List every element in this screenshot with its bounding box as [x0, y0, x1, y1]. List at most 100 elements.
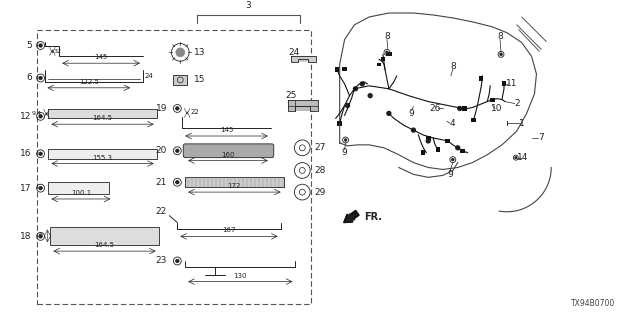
- Text: 3: 3: [245, 1, 251, 10]
- Text: 24: 24: [289, 48, 300, 57]
- Bar: [381, 57, 385, 61]
- Circle shape: [39, 235, 42, 238]
- Text: 14: 14: [517, 153, 529, 162]
- Text: 8: 8: [384, 32, 390, 41]
- Circle shape: [360, 82, 364, 86]
- Text: 22: 22: [156, 207, 166, 216]
- Circle shape: [39, 115, 42, 118]
- Text: 32: 32: [53, 49, 61, 54]
- Text: 24: 24: [145, 73, 154, 79]
- Bar: [502, 81, 506, 86]
- Bar: [291, 56, 316, 62]
- Circle shape: [451, 158, 454, 161]
- Bar: [287, 100, 318, 111]
- Bar: [460, 149, 465, 153]
- Text: 25: 25: [285, 91, 297, 100]
- Bar: [479, 76, 483, 81]
- Text: 20: 20: [155, 146, 166, 155]
- Bar: [173, 75, 187, 85]
- Bar: [436, 147, 440, 152]
- Text: 145: 145: [95, 54, 108, 60]
- Circle shape: [176, 48, 185, 57]
- Text: 16: 16: [20, 149, 32, 158]
- Text: 4: 4: [450, 119, 456, 128]
- Text: 18: 18: [20, 232, 32, 241]
- Bar: [49, 109, 157, 118]
- Circle shape: [500, 53, 502, 56]
- Text: 11: 11: [506, 79, 518, 88]
- Bar: [421, 150, 425, 155]
- Text: 122.5: 122.5: [79, 79, 99, 85]
- Circle shape: [385, 51, 388, 54]
- Text: 10: 10: [492, 104, 503, 113]
- Bar: [342, 67, 347, 71]
- Bar: [426, 136, 431, 140]
- Text: 19: 19: [156, 104, 168, 113]
- Text: 164.5: 164.5: [95, 242, 115, 248]
- Text: 12: 12: [20, 112, 32, 121]
- FancyBboxPatch shape: [183, 144, 274, 158]
- Text: TX94B0700: TX94B0700: [571, 299, 615, 308]
- Bar: [471, 118, 476, 122]
- Bar: [335, 67, 339, 72]
- Text: 160: 160: [221, 152, 235, 158]
- Bar: [36, 30, 310, 304]
- Text: 6: 6: [26, 74, 32, 83]
- Circle shape: [39, 44, 42, 47]
- Circle shape: [39, 152, 42, 156]
- Circle shape: [353, 87, 357, 91]
- Text: 155.3: 155.3: [93, 155, 113, 161]
- Bar: [462, 106, 467, 111]
- Text: 145: 145: [220, 127, 233, 133]
- Text: 2: 2: [514, 99, 520, 108]
- Circle shape: [515, 156, 517, 159]
- Circle shape: [39, 76, 42, 80]
- Bar: [490, 98, 495, 101]
- Text: 1: 1: [519, 119, 525, 128]
- Circle shape: [426, 139, 430, 143]
- Text: 5: 5: [26, 41, 32, 50]
- Bar: [386, 52, 392, 56]
- Circle shape: [368, 94, 372, 98]
- Text: 100.1: 100.1: [71, 190, 91, 196]
- Circle shape: [175, 180, 179, 184]
- Text: 29: 29: [314, 188, 326, 196]
- Bar: [445, 139, 451, 143]
- Circle shape: [412, 128, 415, 132]
- Bar: [337, 121, 342, 126]
- Text: 8: 8: [497, 32, 503, 41]
- Text: 26: 26: [429, 104, 441, 113]
- Text: 22: 22: [190, 109, 199, 116]
- Text: 167: 167: [222, 228, 236, 233]
- Circle shape: [458, 107, 461, 110]
- Text: 21: 21: [155, 178, 166, 187]
- Circle shape: [456, 146, 460, 150]
- Text: 9: 9: [38, 233, 42, 238]
- Text: 7: 7: [538, 133, 544, 142]
- Text: 23: 23: [155, 256, 166, 266]
- Text: 172: 172: [228, 183, 241, 189]
- Circle shape: [346, 104, 349, 108]
- Text: 9: 9: [447, 170, 452, 179]
- Bar: [49, 149, 157, 159]
- Text: 15: 15: [194, 76, 205, 84]
- Text: 13: 13: [194, 48, 205, 57]
- Text: 17: 17: [20, 184, 32, 193]
- Text: 9: 9: [342, 148, 348, 157]
- FancyArrow shape: [344, 210, 359, 223]
- Text: 27: 27: [314, 143, 326, 152]
- Bar: [185, 177, 284, 187]
- Text: 9.4: 9.4: [31, 111, 42, 116]
- Circle shape: [344, 139, 347, 141]
- Circle shape: [175, 149, 179, 153]
- Circle shape: [39, 186, 42, 190]
- Text: 130: 130: [234, 273, 247, 279]
- Text: 9: 9: [408, 109, 414, 118]
- Circle shape: [387, 111, 391, 115]
- Bar: [376, 63, 381, 66]
- Text: 164.5: 164.5: [93, 115, 113, 121]
- Text: 8: 8: [450, 62, 456, 71]
- Text: FR.: FR.: [364, 212, 382, 222]
- Circle shape: [175, 259, 179, 263]
- Bar: [51, 227, 159, 245]
